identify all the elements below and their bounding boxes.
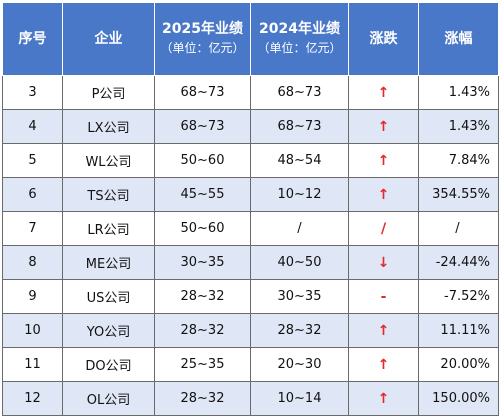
cell-change: 20.00% xyxy=(418,347,499,382)
cell-index: 12 xyxy=(2,381,63,416)
cell-2024: 20~30 xyxy=(250,347,349,382)
cell-2024: 10~14 xyxy=(250,381,349,416)
header-2024-unit: （单位：亿元） xyxy=(257,41,342,55)
table-row: 12 OL公司 28~32 10~14 ↑ 150.00% xyxy=(2,381,499,416)
cell-trend: ↑ xyxy=(348,75,419,110)
cell-change: 150.00% xyxy=(418,381,499,416)
table-row: 10 YO公司 28~32 28~32 ↑ 11.11% xyxy=(2,313,499,348)
table-body: 3 P公司 68~73 68~73 ↑ 1.43% 4 LX公司 68~73 6… xyxy=(2,75,499,416)
cell-trend: ↑ xyxy=(348,177,419,212)
trend-up-icon: ↑ xyxy=(377,118,390,135)
cell-company: P公司 xyxy=(62,75,155,110)
cell-2025: 28~32 xyxy=(154,279,251,314)
header-company: 企业 xyxy=(62,2,155,76)
trend-down-icon: ↓ xyxy=(377,254,390,271)
cell-index: 9 xyxy=(2,279,63,314)
cell-trend: ↑ xyxy=(348,347,419,382)
trend-up-icon: ↑ xyxy=(377,152,390,169)
cell-2025: 50~60 xyxy=(154,211,251,246)
table-row: 8 ME公司 30~35 40~50 ↓ -24.44% xyxy=(2,245,499,280)
header-2024-title: 2024年业绩 xyxy=(259,21,340,37)
cell-index: 5 xyxy=(2,143,63,178)
cell-index: 4 xyxy=(2,109,63,144)
trend-dash-icon: - xyxy=(380,288,387,305)
cell-2024: 30~35 xyxy=(250,279,349,314)
trend-up-icon: ↑ xyxy=(377,356,390,373)
cell-change: -7.52% xyxy=(418,279,499,314)
cell-company: TS公司 xyxy=(62,177,155,212)
cell-2025: 50~60 xyxy=(154,143,251,178)
header-trend: 涨跌 xyxy=(348,2,419,76)
cell-change: 354.55% xyxy=(418,177,499,212)
cell-change: 1.43% xyxy=(418,75,499,110)
cell-2025: 30~35 xyxy=(154,245,251,280)
cell-company: OL公司 xyxy=(62,381,155,416)
trend-up-icon: ↑ xyxy=(377,322,390,339)
cell-2024: 40~50 xyxy=(250,245,349,280)
cell-change: 7.84% xyxy=(418,143,499,178)
table-row: 6 TS公司 45~55 10~12 ↑ 354.55% xyxy=(2,177,499,212)
cell-company: ME公司 xyxy=(62,245,155,280)
header-row: 序号 企业 2025年业绩 （单位：亿元） 2024年业绩 （单位：亿元） 涨跌… xyxy=(2,2,499,76)
header-2025: 2025年业绩 （单位：亿元） xyxy=(154,2,251,76)
trend-up-icon: ↑ xyxy=(377,186,390,203)
cell-company: DO公司 xyxy=(62,347,155,382)
cell-company: LX公司 xyxy=(62,109,155,144)
table-row: 11 DO公司 25~35 20~30 ↑ 20.00% xyxy=(2,347,499,382)
cell-2024: 48~54 xyxy=(250,143,349,178)
cell-index: 6 xyxy=(2,177,63,212)
trend-up-icon: ↑ xyxy=(377,390,390,407)
cell-company: WL公司 xyxy=(62,143,155,178)
cell-index: 10 xyxy=(2,313,63,348)
cell-change: 1.43% xyxy=(418,109,499,144)
cell-2025: 28~32 xyxy=(154,313,251,348)
performance-table: 序号 企业 2025年业绩 （单位：亿元） 2024年业绩 （单位：亿元） 涨跌… xyxy=(2,2,499,416)
cell-2025: 68~73 xyxy=(154,109,251,144)
trend-slash-icon: / xyxy=(380,220,387,237)
cell-2024: 28~32 xyxy=(250,313,349,348)
table-row: 7 LR公司 50~60 / / / xyxy=(2,211,499,246)
table-header: 序号 企业 2025年业绩 （单位：亿元） 2024年业绩 （单位：亿元） 涨跌… xyxy=(2,2,499,76)
cell-change: -24.44% xyxy=(418,245,499,280)
cell-company: US公司 xyxy=(62,279,155,314)
cell-2024: 68~73 xyxy=(250,109,349,144)
table-row: 4 LX公司 68~73 68~73 ↑ 1.43% xyxy=(2,109,499,144)
cell-change: 11.11% xyxy=(418,313,499,348)
cell-index: 11 xyxy=(2,347,63,382)
cell-trend: - xyxy=(348,279,419,314)
cell-company: YO公司 xyxy=(62,313,155,348)
cell-2024: / xyxy=(250,211,349,246)
cell-trend: / xyxy=(348,211,419,246)
table-row: 9 US公司 28~32 30~35 - -7.52% xyxy=(2,279,499,314)
cell-change: / xyxy=(418,211,499,246)
cell-trend: ↑ xyxy=(348,313,419,348)
header-index: 序号 xyxy=(2,2,63,76)
header-2025-title: 2025年业绩 xyxy=(162,21,243,37)
table-row: 5 WL公司 50~60 48~54 ↑ 7.84% xyxy=(2,143,499,178)
table-row: 3 P公司 68~73 68~73 ↑ 1.43% xyxy=(2,75,499,110)
cell-company: LR公司 xyxy=(62,211,155,246)
cell-2024: 68~73 xyxy=(250,75,349,110)
cell-2025: 45~55 xyxy=(154,177,251,212)
cell-index: 8 xyxy=(2,245,63,280)
header-2025-unit: （单位：亿元） xyxy=(160,41,245,55)
cell-index: 3 xyxy=(2,75,63,110)
header-2024: 2024年业绩 （单位：亿元） xyxy=(250,2,349,76)
cell-2024: 10~12 xyxy=(250,177,349,212)
cell-2025: 68~73 xyxy=(154,75,251,110)
cell-index: 7 xyxy=(2,211,63,246)
trend-up-icon: ↑ xyxy=(377,84,390,101)
cell-trend: ↑ xyxy=(348,143,419,178)
cell-2025: 28~32 xyxy=(154,381,251,416)
header-change: 涨幅 xyxy=(418,2,499,76)
cell-trend: ↑ xyxy=(348,109,419,144)
cell-trend: ↑ xyxy=(348,381,419,416)
cell-trend: ↓ xyxy=(348,245,419,280)
cell-2025: 25~35 xyxy=(154,347,251,382)
